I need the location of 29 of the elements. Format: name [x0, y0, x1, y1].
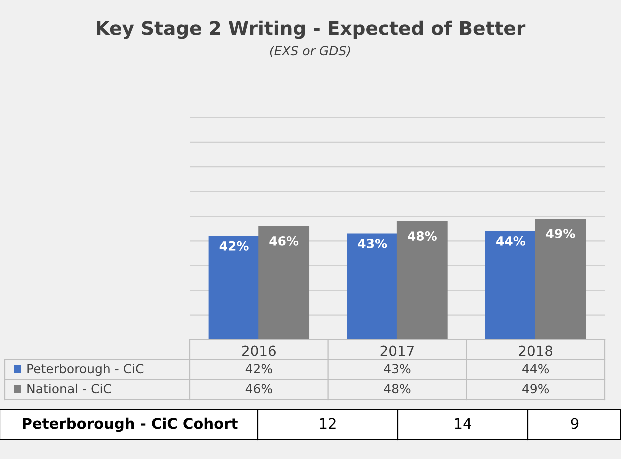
x-tick-label: 2017 — [380, 346, 414, 356]
text: 12 — [320, 418, 336, 430]
text: 9 — [571, 418, 579, 430]
legend-label: National - CiC — [28, 384, 112, 394]
chart-title: Key Stage 2 Writing - Expected of Better — [97, 20, 526, 40]
bar — [485, 231, 536, 340]
data-label: 44% — [522, 364, 550, 374]
chart-subtitle: (EXS or GDS) — [270, 46, 350, 58]
bar — [535, 218, 586, 340]
bar — [347, 234, 398, 340]
bar — [208, 236, 260, 340]
bar — [258, 226, 310, 340]
text: 48% — [408, 232, 437, 241]
text: Peterborough - CiC Cohort — [23, 418, 238, 432]
text: 49% — [546, 229, 576, 239]
data-label: 49% — [522, 384, 550, 394]
x-tick-label: 2018 — [519, 346, 553, 356]
data-label: 48% — [384, 384, 411, 394]
text: 14 — [455, 418, 472, 430]
legend-label: Peterborough - CiC — [28, 364, 144, 376]
data-label: 42% — [246, 364, 272, 374]
data-label: 46% — [246, 384, 272, 394]
text: 44% — [496, 236, 526, 246]
data-label: 43% — [384, 364, 411, 374]
text: 46% — [270, 236, 299, 246]
x-tick-label: 2016 — [242, 346, 276, 356]
text: 43% — [358, 238, 388, 248]
text: 42% — [220, 241, 249, 251]
bar — [396, 221, 448, 340]
